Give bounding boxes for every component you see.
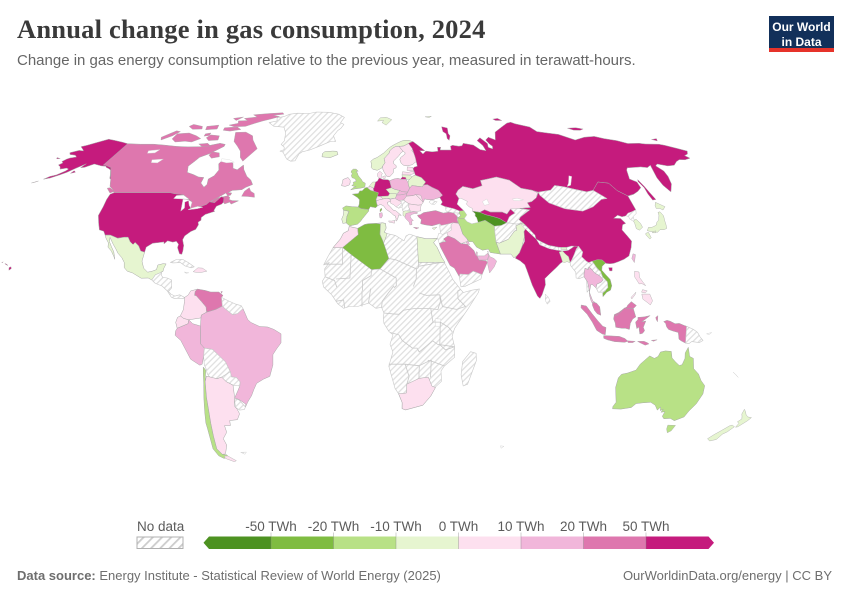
svg-text:No data: No data xyxy=(137,519,185,534)
svg-text:-20 TWh: -20 TWh xyxy=(308,519,360,534)
svg-text:-10 TWh: -10 TWh xyxy=(370,519,422,534)
svg-text:10 TWh: 10 TWh xyxy=(497,519,544,534)
svg-text:50 TWh: 50 TWh xyxy=(622,519,669,534)
svg-text:20 TWh: 20 TWh xyxy=(560,519,607,534)
svg-text:0 TWh: 0 TWh xyxy=(439,519,479,534)
svg-text:-50 TWh: -50 TWh xyxy=(245,519,297,534)
